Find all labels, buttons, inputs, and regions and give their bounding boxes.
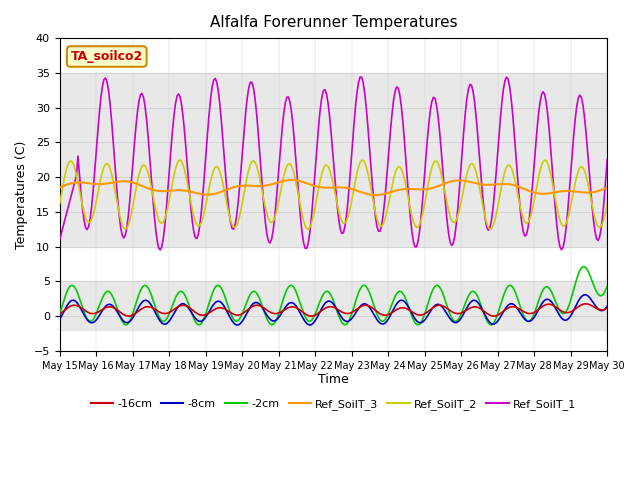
Y-axis label: Temperatures (C): Temperatures (C) xyxy=(15,140,28,249)
X-axis label: Time: Time xyxy=(318,373,349,386)
Text: TA_soilco2: TA_soilco2 xyxy=(70,50,143,63)
Bar xyxy=(60,281,607,330)
Title: Alfalfa Forerunner Temperatures: Alfalfa Forerunner Temperatures xyxy=(210,15,457,30)
Bar xyxy=(60,73,607,247)
Legend: -16cm, -8cm, -2cm, Ref_SoilT_3, Ref_SoilT_2, Ref_SoilT_1: -16cm, -8cm, -2cm, Ref_SoilT_3, Ref_Soil… xyxy=(86,394,580,414)
